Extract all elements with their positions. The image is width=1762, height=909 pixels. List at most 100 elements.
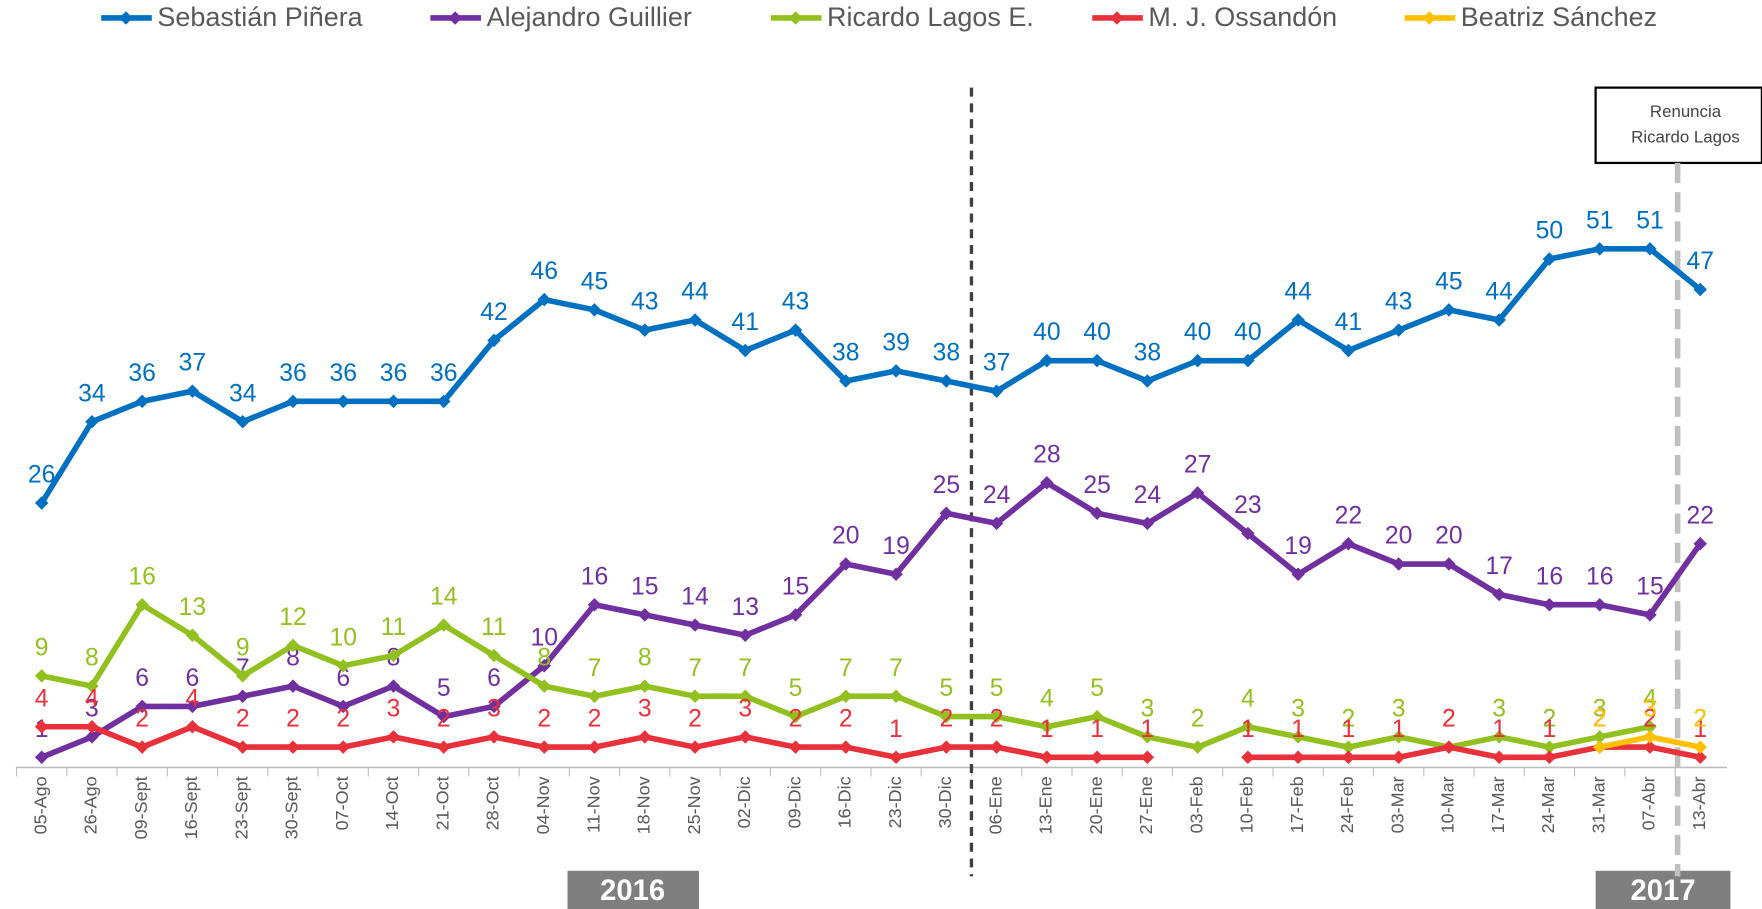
x-tick-label: 03-Mar <box>1387 776 1407 833</box>
x-tick-label: 04-Nov <box>533 776 553 834</box>
data-label: 15 <box>782 573 809 600</box>
marker <box>1040 720 1054 734</box>
marker <box>788 709 803 724</box>
marker <box>839 740 853 754</box>
data-label: 14 <box>430 584 458 611</box>
marker <box>1442 740 1456 754</box>
marker <box>1090 506 1104 520</box>
data-label: 20 <box>832 523 859 550</box>
data-label: 41 <box>732 309 759 336</box>
data-label: 43 <box>631 289 658 316</box>
marker <box>1341 343 1356 358</box>
marker <box>537 740 551 754</box>
legend-marker <box>788 11 803 25</box>
marker <box>638 730 652 744</box>
marker <box>386 648 401 663</box>
data-label: 10 <box>329 624 356 651</box>
legend-marker <box>119 11 133 25</box>
marker <box>587 597 602 612</box>
data-label: 3 <box>1593 695 1607 722</box>
marker <box>1391 750 1406 764</box>
annotation: Ricardo Lagos <box>1631 128 1740 147</box>
data-label: 28 <box>1033 441 1060 468</box>
data-label: 16 <box>581 563 608 590</box>
x-tick-label: 24-Feb <box>1337 776 1357 833</box>
x-tick-label: 17-Feb <box>1287 776 1307 833</box>
data-label: 7 <box>688 655 702 682</box>
marker <box>135 740 149 754</box>
marker <box>939 506 954 520</box>
marker <box>286 679 300 693</box>
data-label: 1 <box>1241 716 1255 743</box>
data-label: 2 <box>135 706 149 733</box>
data-label: 4 <box>1040 685 1054 712</box>
marker <box>1040 750 1054 764</box>
x-tick-label: 13-Ene <box>1036 776 1056 834</box>
marker <box>738 689 753 703</box>
marker <box>34 750 49 764</box>
data-label: 2 <box>1191 706 1205 733</box>
data-label: 15 <box>1636 573 1663 600</box>
legend-label: Alejandro Guillier <box>487 2 692 32</box>
legend-marker <box>448 11 462 25</box>
marker <box>1391 730 1406 744</box>
marker <box>135 597 149 612</box>
marker <box>889 364 903 378</box>
x-tick-label: 09-Sept <box>131 776 151 839</box>
data-label: 36 <box>279 360 306 387</box>
data-label: 6 <box>186 665 200 692</box>
marker <box>1492 730 1506 744</box>
marker <box>537 658 551 673</box>
data-label: 5 <box>1090 675 1104 702</box>
data-label: 16 <box>128 563 155 590</box>
marker <box>1442 303 1456 317</box>
marker <box>1341 536 1356 551</box>
marker <box>1140 516 1155 531</box>
year-box <box>1595 870 1731 909</box>
marker <box>1291 730 1305 744</box>
data-label: 5 <box>789 675 803 702</box>
data-label: 2 <box>1342 706 1356 733</box>
x-tick-label: 17-Mar <box>1488 776 1508 833</box>
data-label: 2 <box>286 706 300 733</box>
x-tick-label: 25-Nov <box>684 776 704 834</box>
data-label: 6 <box>487 665 501 692</box>
x-tick-label: 06-Ene <box>985 776 1005 834</box>
series-line <box>40 479 1703 760</box>
marker <box>989 709 1004 724</box>
data-label: 2 <box>789 706 803 733</box>
data-label: 3 <box>638 695 652 722</box>
marker <box>1542 750 1557 764</box>
data-label: 10 <box>531 624 558 651</box>
marker <box>1643 720 1657 734</box>
marker <box>939 740 954 754</box>
data-label: 13 <box>732 594 759 621</box>
marker <box>638 323 652 337</box>
marker <box>1090 709 1104 724</box>
marker <box>587 303 602 317</box>
data-label: 11 <box>381 614 407 641</box>
data-label: 43 <box>1385 289 1412 316</box>
data-label: 1 <box>1291 716 1305 743</box>
data-label: 13 <box>179 594 206 621</box>
marker <box>1542 740 1557 754</box>
marker <box>235 740 250 754</box>
year-label: 2017 <box>1631 875 1696 907</box>
data-label: 36 <box>380 360 407 387</box>
data-label: 1 <box>889 716 903 743</box>
marker <box>939 709 954 724</box>
data-label: 1 <box>1140 716 1154 743</box>
marker <box>839 374 853 388</box>
x-tick-label: 10-Feb <box>1237 776 1257 833</box>
marker <box>1592 730 1607 744</box>
data-label: 44 <box>681 279 709 306</box>
data-label: 5 <box>990 675 1004 702</box>
data-label: 2 <box>1543 706 1557 733</box>
data-label: 4 <box>1643 685 1657 712</box>
marker <box>386 730 401 744</box>
marker <box>487 648 501 663</box>
marker <box>1693 282 1707 297</box>
marker <box>1643 242 1657 256</box>
marker <box>1391 557 1406 571</box>
